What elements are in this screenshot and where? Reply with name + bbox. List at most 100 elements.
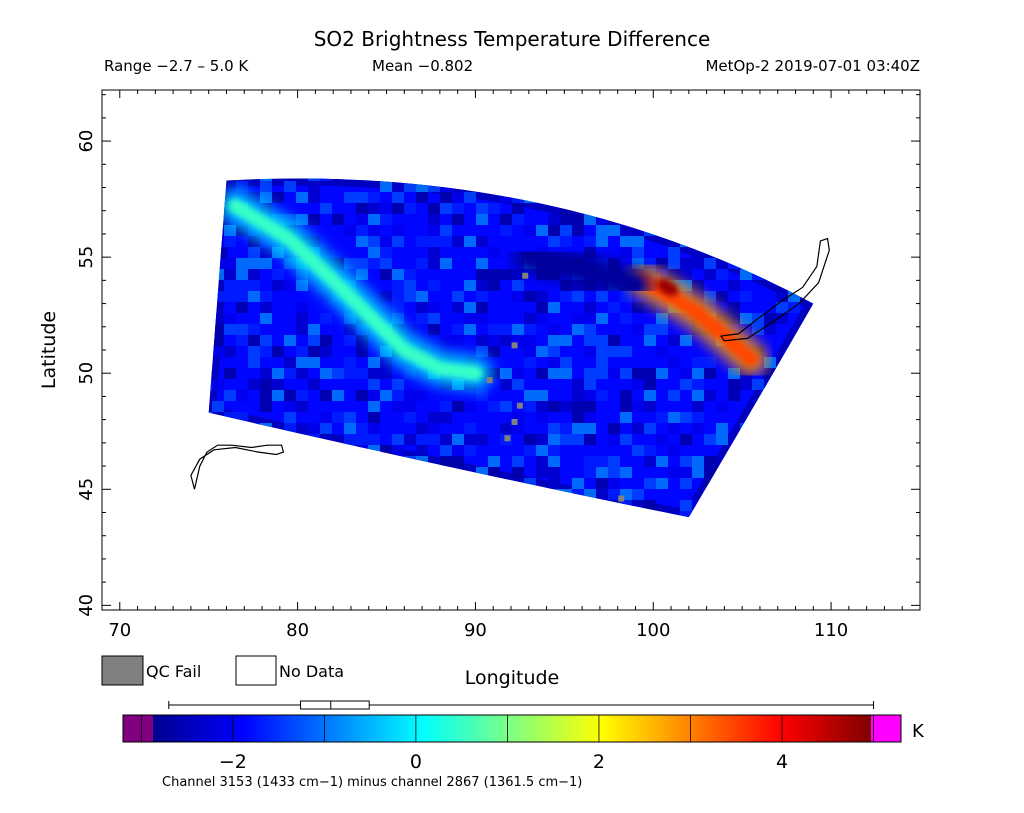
swath-pixel: [380, 214, 392, 225]
swath-pixel: [644, 445, 656, 456]
swath-pixel: [428, 280, 440, 291]
swath-pixel: [560, 423, 572, 434]
swath-pixel: [800, 181, 812, 192]
swath-pixel: [596, 335, 608, 346]
swath-pixel: [704, 357, 716, 368]
swath-pixel: [332, 214, 344, 225]
swath-pixel: [740, 225, 752, 236]
swath-pixel: [656, 258, 668, 269]
swath-pixel: [776, 456, 788, 467]
swath-pixel: [752, 412, 764, 423]
swath-pixel: [476, 489, 488, 500]
swath-pixel: [620, 412, 632, 423]
swath-pixel: [296, 456, 308, 467]
swath-pixel: [572, 489, 584, 500]
swath-pixel: [476, 335, 488, 346]
swath-pixel: [632, 192, 644, 203]
swath-pixel: [404, 203, 416, 214]
swath-pixel: [656, 313, 668, 324]
swath-pixel: [776, 247, 788, 258]
swath-pixel: [248, 269, 260, 280]
swath-pixel: [728, 390, 740, 401]
swath-pixel: [208, 423, 212, 434]
swath-pixel: [416, 489, 428, 500]
swath-pixel: [212, 489, 224, 500]
swath-pixel: [728, 258, 740, 269]
swath-pixel: [668, 335, 680, 346]
swath-pixel: [512, 324, 524, 335]
swath-pixel: [620, 401, 632, 412]
swath-pixel: [776, 412, 788, 423]
swath-pixel: [476, 313, 488, 324]
swath-pixel: [392, 313, 404, 324]
swath-pixel: [680, 434, 692, 445]
swath-pixel: [644, 368, 656, 379]
swath-pixel: [632, 302, 644, 313]
swath-pixel: [224, 258, 236, 269]
swath-pixel: [716, 401, 728, 412]
swath-pixel: [764, 412, 776, 423]
swath-pixel: [236, 390, 248, 401]
swath-pixel: [704, 214, 716, 225]
swath-pixel: [380, 368, 392, 379]
swath-pixel: [680, 258, 692, 269]
swath-pixel: [488, 178, 500, 181]
colorbar-tick-label: 4: [776, 751, 788, 773]
swath-pixel: [476, 291, 488, 302]
swath-pixel: [548, 467, 560, 478]
swath-pixel: [716, 434, 728, 445]
swath-pixel: [464, 434, 476, 445]
swath-pixel: [488, 324, 500, 335]
swath-pixel: [404, 324, 416, 335]
swath-pixel: [440, 412, 452, 423]
swath-pixel: [608, 511, 620, 518]
swath-pixel: [488, 489, 500, 500]
swath-pixel: [356, 423, 368, 434]
swath-pixel: [788, 214, 800, 225]
swath-pixel: [476, 258, 488, 269]
swath-pixel: [692, 522, 704, 533]
swath-pixel: [368, 192, 380, 203]
swath-pixel: [620, 225, 632, 236]
swath-pixel: [344, 456, 356, 467]
swath-pixel: [500, 324, 512, 335]
swath-pixel: [208, 489, 212, 500]
swath-pixel: [536, 225, 548, 236]
swath-pixel: [416, 423, 428, 434]
swath-pixel: [392, 379, 404, 390]
swath-pixel: [776, 423, 788, 434]
swath-pixel: [212, 258, 224, 269]
swath-pixel: [464, 511, 476, 518]
swath-pixel: [380, 178, 392, 181]
swath-pixel: [464, 445, 476, 456]
swath-pixel: [704, 390, 716, 401]
qc-fail-marks: [486, 272, 625, 502]
swath-pixel: [656, 181, 668, 192]
swath-pixel: [452, 302, 464, 313]
swath-pixel: [812, 412, 814, 423]
swath-pixel: [260, 346, 272, 357]
swath-pixel: [476, 203, 488, 214]
swath-pixel: [356, 236, 368, 247]
swath-pixel: [668, 247, 680, 258]
swath-pixel: [500, 368, 512, 379]
swath-pixel: [476, 346, 488, 357]
swath-pixel: [752, 324, 764, 335]
swath-pixel: [716, 291, 728, 302]
swath-pixel: [680, 511, 692, 518]
swath-pixel: [692, 401, 704, 412]
swath-pixel: [620, 236, 632, 247]
swath-pixel: [584, 401, 596, 412]
swath-pixel: [284, 467, 296, 478]
swath-pixel: [584, 522, 596, 533]
swath-pixel: [320, 467, 332, 478]
swath-pixel: [776, 291, 788, 302]
qc-fail-pixel: [522, 272, 529, 279]
swath-pixel: [752, 379, 764, 390]
swath-pixel: [620, 434, 632, 445]
swath-pixel: [776, 192, 788, 203]
swath-pixel: [812, 192, 814, 203]
swath-pixel: [716, 178, 728, 181]
swath-pixel: [272, 500, 284, 511]
lake-outlines: [190, 237, 830, 490]
